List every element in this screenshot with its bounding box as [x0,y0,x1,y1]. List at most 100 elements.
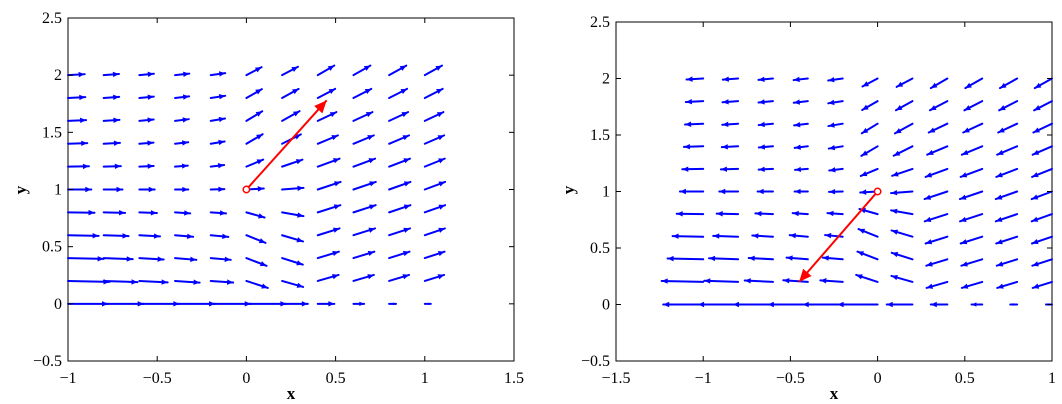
field-arrow [757,144,774,150]
field-arrow [1031,167,1053,178]
field-arrow [792,76,809,83]
field-arrow [423,273,446,282]
field-arrow [792,99,809,105]
field-arrow [245,301,288,307]
x-tick-label: 0 [242,370,250,387]
field-arrow [388,227,411,237]
y-axis-ticks: −0.5 0 0.5 1 1.5 2 2.5 [581,14,1052,370]
y-tick-label: 2.5 [42,10,62,27]
field-arrow [316,64,336,77]
field-arrow [719,166,740,172]
x-tick-label: −1 [59,370,76,387]
field-arrow [67,233,100,239]
y-tick-label: 0 [54,296,62,313]
field-arrow [1033,100,1053,112]
field-arrow [793,144,809,150]
field-arrow [316,134,339,145]
field-arrow [245,279,269,289]
field-arrow [924,167,949,178]
field-arrow [996,280,1019,289]
field-arrow [697,301,740,308]
field-arrow [423,134,446,145]
field-arrow [923,190,949,201]
field-arrow [352,111,374,122]
field-arrow [281,279,305,288]
field-arrow [960,145,984,156]
field-arrow [998,77,1019,90]
field-arrow [352,64,372,77]
field-arrow [819,278,844,284]
field-arrow [857,228,879,238]
field-arrow [388,302,398,306]
field-arrow [209,71,227,77]
field-arrow [352,87,373,100]
field-arrow [67,256,105,262]
field-arrow [718,188,740,195]
field-arrow [67,140,89,147]
field-arrow [861,100,879,111]
field-arrow [102,117,121,123]
field-arrow [245,257,268,267]
field-arrow [794,166,809,173]
field-arrow [662,301,705,308]
field-arrow [138,233,161,239]
field-arrow [1031,145,1053,156]
field-arrow [316,87,337,100]
field-arrow [102,210,127,216]
field-arrow [766,301,809,308]
field-arrow [926,145,949,156]
field-arrow [757,76,774,82]
field-arrow [174,279,201,285]
quiver-plot-left: −1 −0.5 0 0.5 1 1.5 −0.500.511.522.5 x y [11,10,524,403]
field-arrow [245,234,267,244]
field-arrow [281,158,304,168]
field-arrow [928,100,949,112]
field-arrow [828,167,844,173]
x-tick-label: 0.5 [326,370,346,387]
field-arrow [826,210,844,217]
x-tick-label: −1.5 [601,370,630,387]
field-arrow [1009,303,1019,306]
highlight-vector [245,99,328,191]
field-arrow [388,157,411,168]
field-arrow [423,250,446,260]
field-arrow [959,235,984,245]
field-arrow [281,87,300,100]
field-arrow [388,134,411,145]
field-arrow [102,163,122,170]
field-arrow [174,233,195,239]
field-arrow [388,273,411,282]
field-arrow [892,145,914,157]
field-arrow [174,140,190,146]
y-tick-label: 2 [54,67,62,84]
field-arrow [102,256,134,262]
y-tick-label: 1.5 [590,127,610,144]
field-arrow [423,302,432,306]
field-arrow [747,255,774,261]
y-tick-label: 2 [602,71,610,88]
field-arrow [923,213,949,223]
field-arrow [681,166,705,172]
field-arrow [960,280,984,289]
x-tick-label: 1 [1048,370,1056,387]
field-arrow [67,301,109,307]
field-arrow [174,301,217,307]
field-arrow [423,180,447,191]
field-arrow [138,301,181,307]
field-arrow [352,227,377,237]
x-axis-label: x [830,384,839,403]
field-arrow [388,250,411,260]
field-arrow [316,227,341,237]
field-arrow [960,258,984,267]
field-arrow [67,163,90,170]
field-arrow [995,167,1019,178]
field-arrow [281,234,305,243]
field-arrow [924,235,949,245]
field-arrow [791,210,809,217]
field-arrow [994,190,1019,201]
field-arrow [1030,235,1053,245]
field-arrow [1032,122,1053,134]
field-arrow [890,208,914,216]
field-arrow [245,133,264,145]
